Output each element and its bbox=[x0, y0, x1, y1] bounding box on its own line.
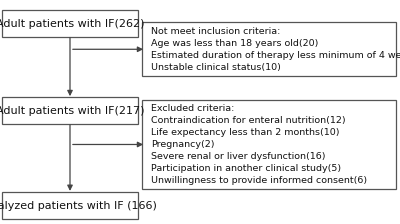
FancyBboxPatch shape bbox=[2, 10, 138, 37]
Text: Not meet inclusion criteria:
Age was less than 18 years old(20)
Estimated durati: Not meet inclusion criteria: Age was les… bbox=[151, 27, 400, 72]
Text: Adult patients with IF(217): Adult patients with IF(217) bbox=[0, 106, 144, 116]
FancyBboxPatch shape bbox=[2, 97, 138, 124]
Text: Analyzed patients with IF (166): Analyzed patients with IF (166) bbox=[0, 201, 157, 211]
FancyBboxPatch shape bbox=[2, 192, 138, 219]
FancyBboxPatch shape bbox=[142, 100, 396, 189]
Text: Excluded criteria:
Contraindication for enteral nutrition(12)
Life expectancy le: Excluded criteria: Contraindication for … bbox=[151, 103, 367, 185]
Text: Adult patients with IF(262): Adult patients with IF(262) bbox=[0, 19, 144, 28]
FancyBboxPatch shape bbox=[142, 22, 396, 76]
